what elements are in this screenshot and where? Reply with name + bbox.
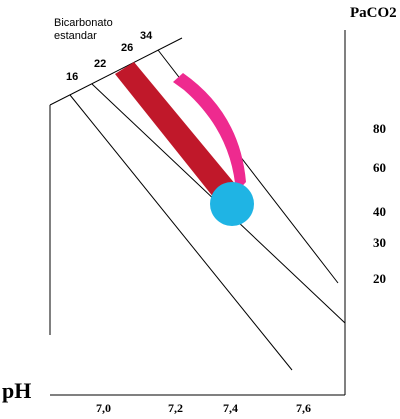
- dark-red-band: [115, 62, 236, 203]
- ph-tick-7-6: 7,6: [296, 401, 311, 415]
- bicarbonate-scale-line: [49, 37, 183, 106]
- paco2-tick-80: 80: [373, 121, 386, 136]
- paco2-tick-30: 30: [373, 235, 386, 250]
- bicarbonate-line-16: [69, 94, 293, 371]
- paco2-title: PaCO2: [350, 5, 397, 21]
- ph-tick-7-2: 7,2: [168, 401, 183, 415]
- bicarbonate-label-line2: estandar: [54, 30, 97, 42]
- ph-tick-7-4: 7,4: [223, 401, 238, 415]
- ph-tick-7-0: 7,0: [96, 401, 111, 415]
- paco2-tick-20: 20: [373, 271, 386, 286]
- bicarbonate-tick-22: 22: [94, 58, 106, 70]
- pink-band: [173, 73, 246, 193]
- ph-title: pH: [2, 378, 31, 403]
- bicarbonate-tick-34: 34: [140, 30, 153, 42]
- bicarbonate-tick-26: 26: [121, 42, 133, 54]
- paco2-tick-40: 40: [373, 204, 386, 219]
- blue-ellipse: [210, 182, 254, 226]
- bicarbonate-tick-16: 16: [66, 71, 78, 83]
- bicarbonate-label-line1: Bicarbonato: [54, 17, 113, 29]
- paco2-tick-60: 60: [373, 160, 386, 175]
